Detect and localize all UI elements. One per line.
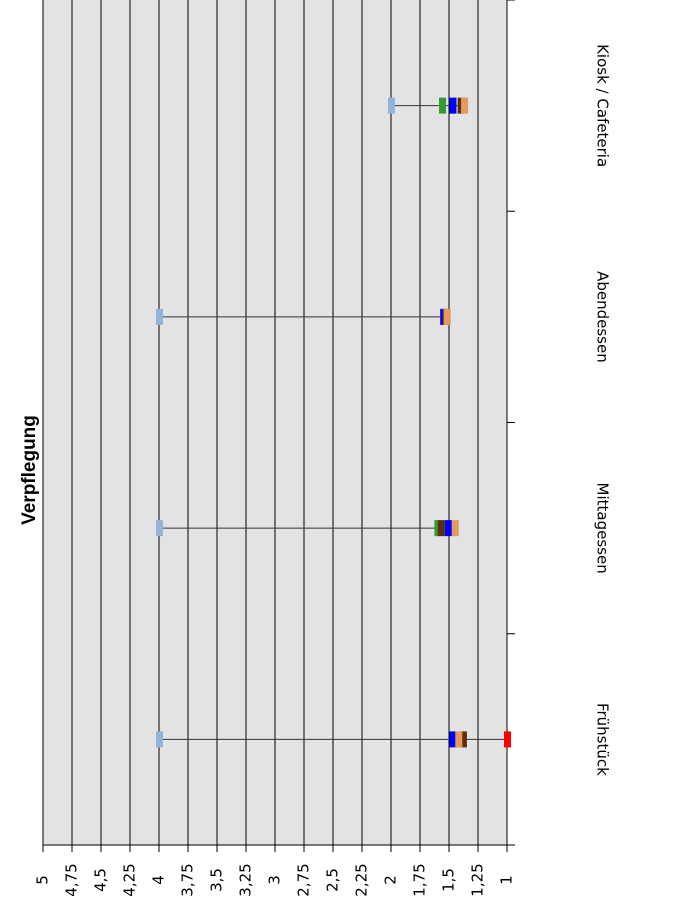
- x-tick-label: Abendessen: [594, 271, 612, 363]
- y-tick-label: 2: [382, 875, 400, 885]
- marker: [156, 731, 163, 748]
- y-tick-label: 3,75: [179, 863, 197, 896]
- y-tick-label: 1: [498, 875, 516, 885]
- marker: [504, 731, 511, 748]
- y-tick-label: 2,5: [324, 868, 342, 892]
- y-tick-label: 5: [34, 875, 52, 885]
- marker: [459, 731, 467, 748]
- y-tick-label: 4,75: [63, 863, 81, 896]
- y-tick-label: 1,25: [469, 863, 487, 896]
- marker: [437, 520, 445, 537]
- marker: [388, 97, 395, 114]
- y-tick-label: 3: [266, 875, 284, 885]
- marker: [455, 731, 463, 748]
- y-tick-label: 3,5: [208, 868, 226, 892]
- y-tick-label: 4,25: [121, 863, 139, 896]
- marker: [461, 97, 469, 114]
- y-tick-label: 2,75: [295, 863, 313, 896]
- y-tick-label: 4: [150, 875, 168, 885]
- x-tick-label: Mittagessen: [594, 483, 612, 574]
- marker: [156, 520, 163, 537]
- y-tick-label: 4,5: [92, 868, 110, 892]
- marker: [444, 520, 452, 537]
- marker: [449, 731, 457, 748]
- marker: [449, 97, 457, 114]
- chart-title: Verpflegung: [19, 415, 40, 525]
- y-tick-label: 1,5: [440, 868, 458, 892]
- y-tick-label: 3,25: [237, 863, 255, 896]
- marker: [156, 308, 163, 325]
- marker: [443, 308, 451, 325]
- y-tick-label: 2,25: [353, 863, 371, 896]
- marker: [439, 97, 447, 114]
- marker: [451, 520, 459, 537]
- y-tick-label: 1,75: [411, 863, 429, 896]
- x-tick-label: Kiosk / Cafeteria: [594, 44, 612, 167]
- x-tick-label: Frühstück: [594, 703, 612, 776]
